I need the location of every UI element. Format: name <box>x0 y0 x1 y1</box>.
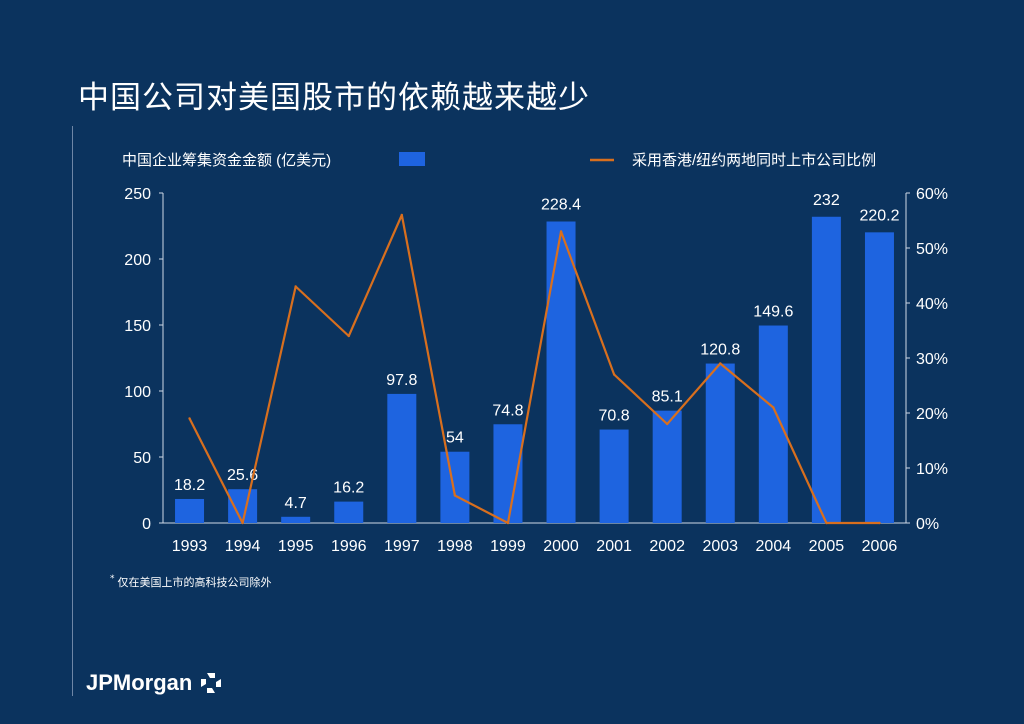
right-tick-label: 40% <box>916 296 948 313</box>
line-point <box>878 521 881 525</box>
footnote: * 仅在美国上市的高科技公司除外 <box>110 574 272 590</box>
bar <box>334 501 364 523</box>
bar <box>440 451 470 523</box>
left-tick-label: 200 <box>124 252 151 269</box>
x-tick-label: 1996 <box>331 538 367 555</box>
footnote-marker: * <box>110 574 115 585</box>
right-tick-label: 50% <box>916 241 948 258</box>
left-tick-label: 100 <box>124 384 151 401</box>
line-point <box>400 213 404 217</box>
bar-value-label: 220.2 <box>859 207 899 224</box>
line-point <box>612 373 616 376</box>
legend-bar-swatch <box>399 152 425 166</box>
legend-line-label: 采用香港/纽约两地同时上市公司比例 <box>632 152 876 169</box>
bar-value-label: 18.2 <box>174 477 205 494</box>
line-point <box>188 417 191 420</box>
x-tick-label: 2002 <box>649 538 685 555</box>
line-point <box>825 521 828 525</box>
bar <box>599 429 629 523</box>
bar <box>387 393 417 523</box>
x-tick-label: 1998 <box>437 538 473 555</box>
line-point <box>506 521 510 525</box>
bar <box>281 516 311 523</box>
x-tick-label: 2000 <box>543 538 579 555</box>
vertical-divider <box>72 126 73 696</box>
line-series <box>188 213 880 525</box>
right-tick-label: 10% <box>916 461 948 478</box>
bar-value-label: 74.8 <box>492 402 523 419</box>
bar-value-label: 149.6 <box>753 304 793 321</box>
slide-title: 中国公司对美国股市的依赖越来越少 <box>78 80 590 116</box>
octagon-logo-icon <box>201 673 222 693</box>
line-point <box>453 494 457 497</box>
right-tick-label: 30% <box>916 351 948 368</box>
bar <box>228 489 258 523</box>
x-tick-label: 1999 <box>490 538 526 555</box>
left-tick-label: 50 <box>133 450 151 467</box>
bar-value-label: 97.8 <box>386 372 417 389</box>
x-tick-label: 2004 <box>756 538 792 555</box>
bar <box>546 221 576 523</box>
line-point <box>559 230 563 233</box>
right-tick-label: 60% <box>916 186 948 203</box>
legend-bar-label: 中国企业筹集资金金额 (亿美元) <box>122 151 331 169</box>
x-tick-label: 2006 <box>862 538 898 555</box>
line-point <box>719 362 722 365</box>
line-point <box>241 521 244 525</box>
left-tick-label: 0 <box>142 516 151 533</box>
bar-value-label: 85.1 <box>652 389 683 406</box>
x-tick-label: 2003 <box>702 538 738 555</box>
bar-value-label: 16.2 <box>333 480 364 497</box>
left-tick-label: 250 <box>124 186 151 203</box>
bar <box>811 216 841 523</box>
bar <box>758 325 788 523</box>
x-tick-label: 2001 <box>596 538 632 555</box>
bar <box>864 232 894 523</box>
logo-text: JPMorgan <box>86 670 193 695</box>
left-tick-label: 150 <box>124 318 151 335</box>
line-point <box>294 285 297 288</box>
bar <box>705 363 735 523</box>
x-tick-label: 1997 <box>384 538 420 555</box>
bar <box>493 424 523 523</box>
bar-value-label: 25.6 <box>227 467 258 484</box>
jpmorgan-logo: JPMorgan <box>86 670 222 696</box>
bar-value-label: 4.7 <box>285 495 307 512</box>
bar-value-label: 232 <box>813 192 840 209</box>
bar-value-label: 54 <box>446 430 464 447</box>
bar-value-label: 120.8 <box>700 342 740 359</box>
bar-value-label: 228.4 <box>541 197 581 214</box>
line-point <box>347 334 350 338</box>
x-tick-label: 2005 <box>809 538 845 555</box>
line-point <box>772 406 775 409</box>
bar-value-label: 70.8 <box>599 408 630 425</box>
bar <box>652 410 682 523</box>
line-point <box>665 422 669 426</box>
x-tick-label: 1994 <box>225 538 261 555</box>
x-tick-label: 1995 <box>278 538 314 555</box>
right-tick-label: 20% <box>916 406 948 423</box>
right-tick-label: 0% <box>916 516 939 533</box>
footnote-text: 仅在美国上市的高科技公司除外 <box>117 576 272 589</box>
bar <box>175 498 205 523</box>
x-tick-label: 1993 <box>172 538 208 555</box>
